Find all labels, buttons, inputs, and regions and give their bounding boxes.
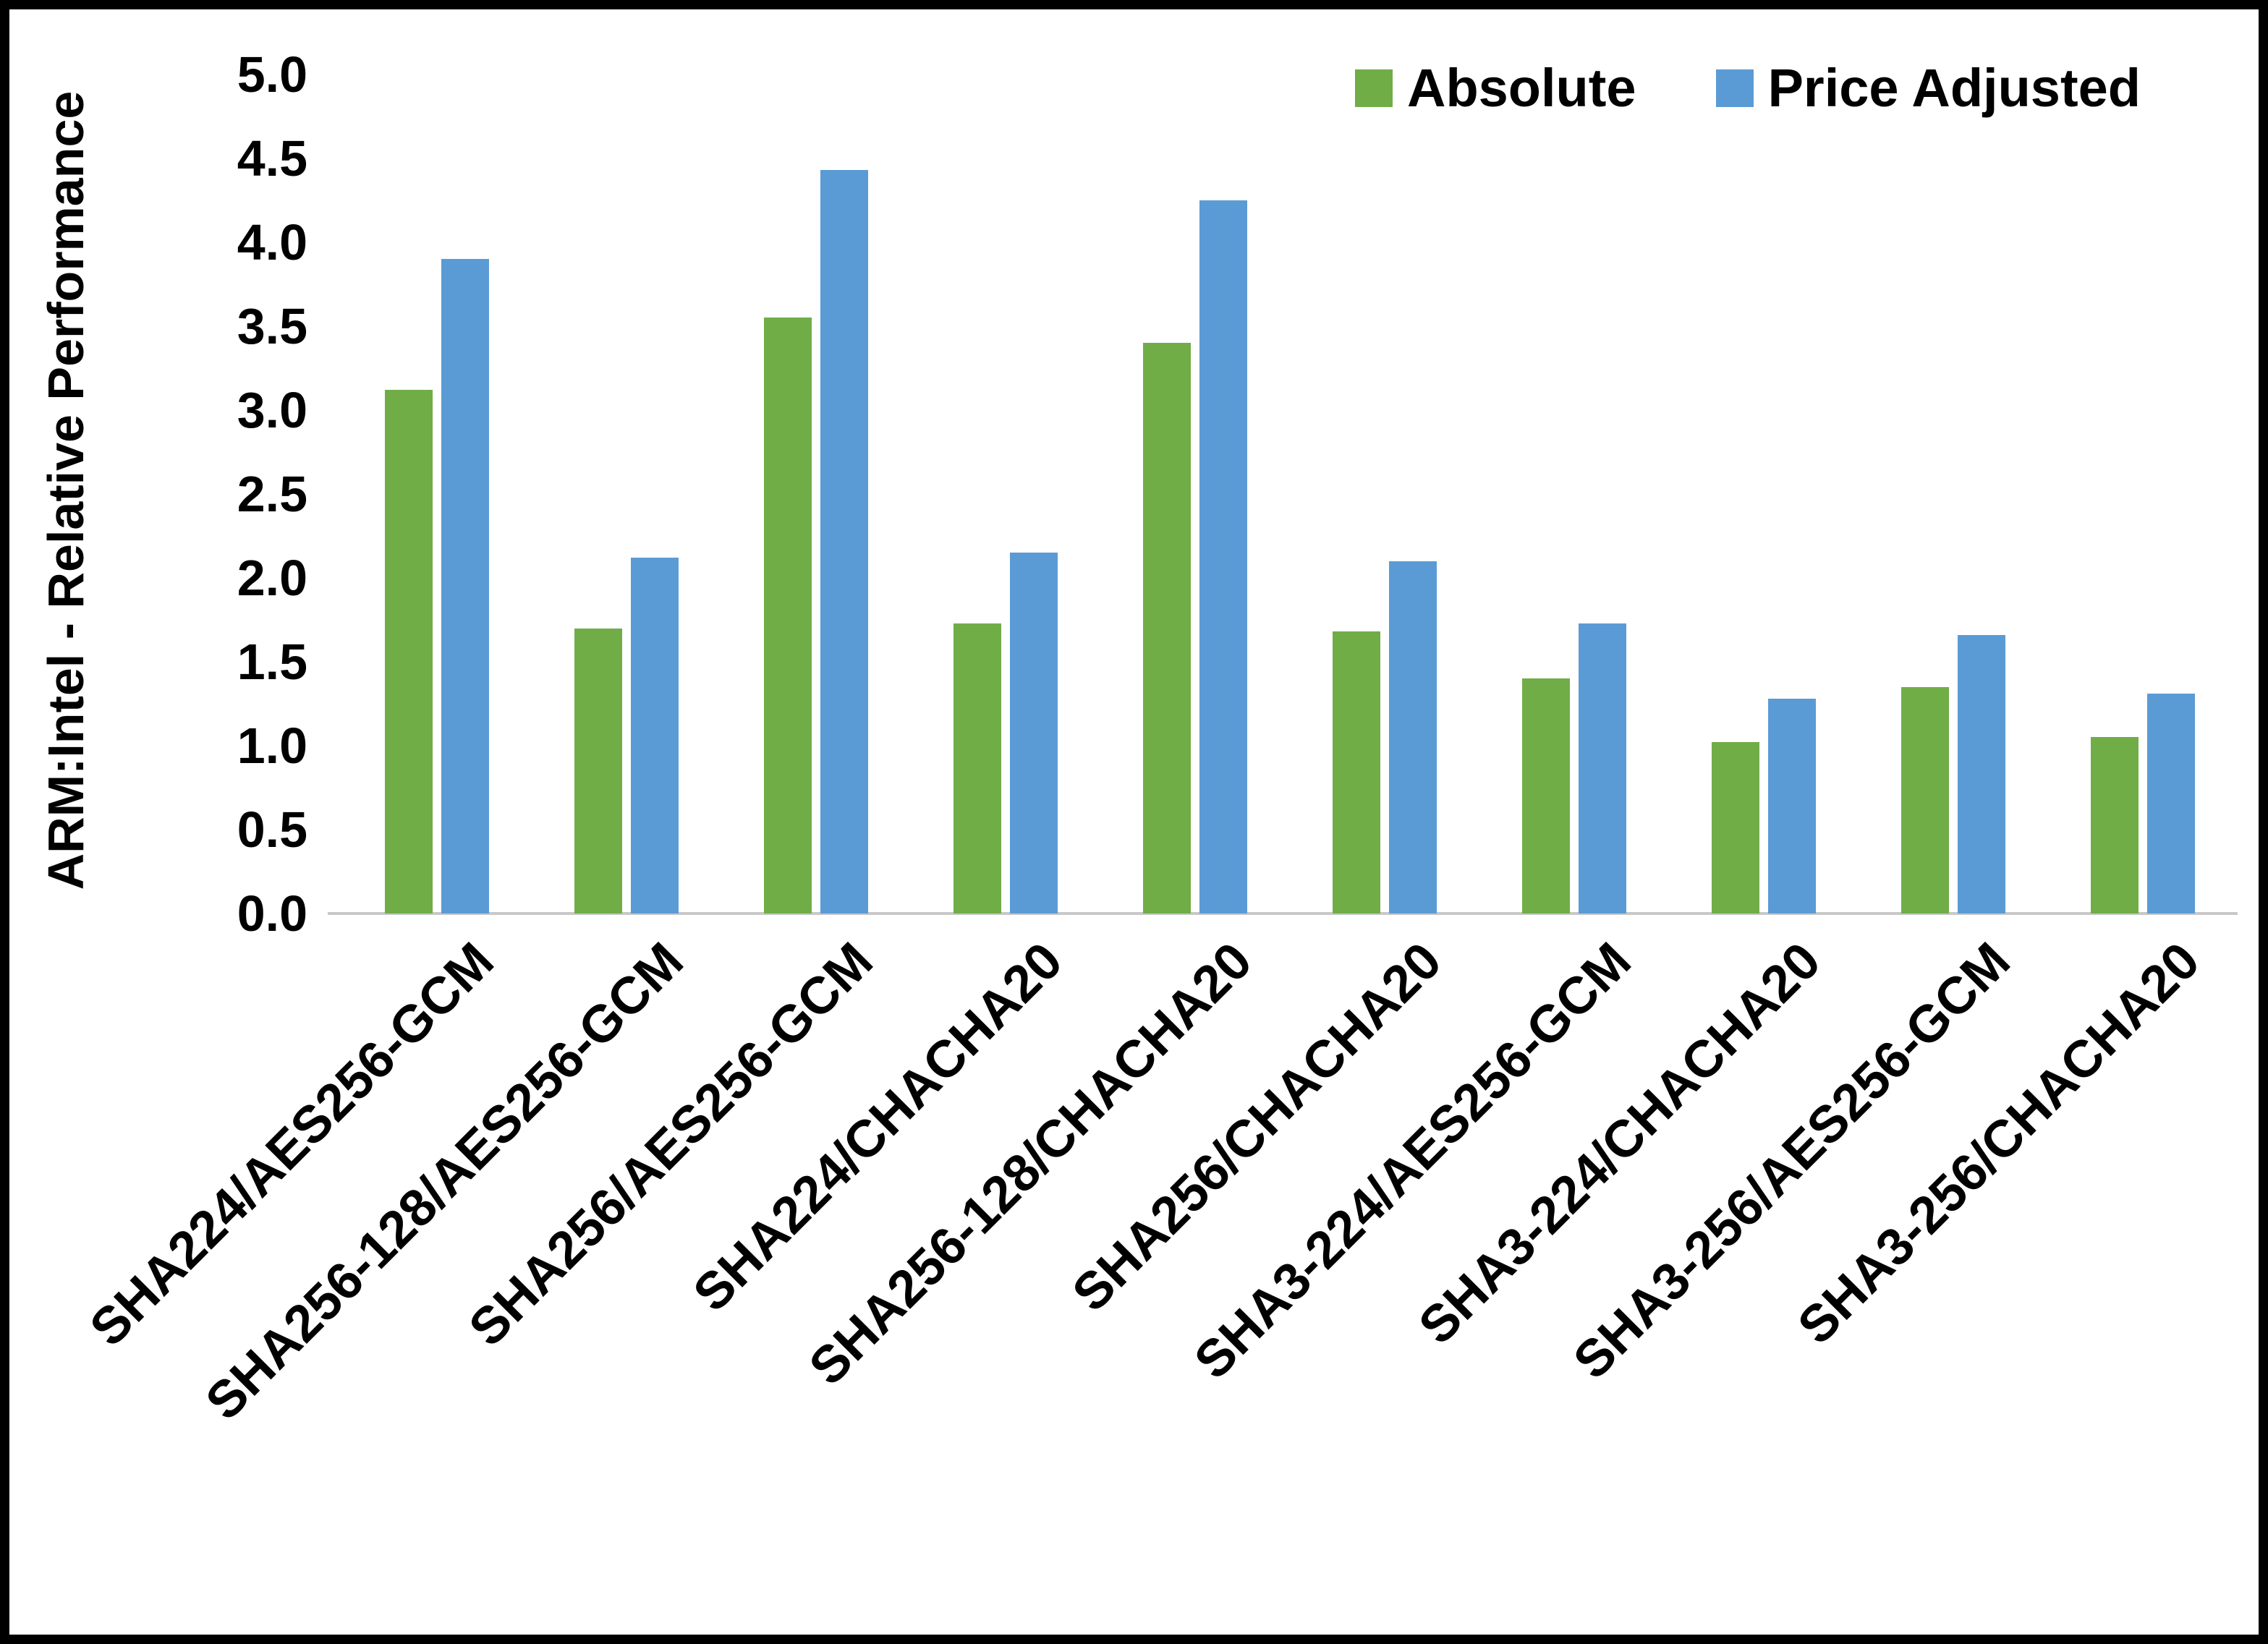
bar-price-adjusted (1579, 623, 1626, 913)
legend-label: Price Adjusted (1767, 58, 2141, 118)
legend-item: Absolute (1355, 61, 1636, 115)
x-axis-label: SHA224/CHACHA20 (682, 932, 1074, 1323)
y-tick-label: 4.0 (237, 214, 307, 271)
bar-absolute (1522, 678, 1570, 913)
bar-absolute (385, 390, 433, 913)
y-tick-label: 3.0 (237, 382, 307, 438)
y-tick-label: 0.5 (237, 801, 307, 858)
y-tick-label: 1.0 (237, 717, 307, 774)
bar-price-adjusted (820, 170, 868, 913)
plot-area (328, 74, 2238, 915)
legend-swatch-icon (1715, 69, 1754, 107)
bar-price-adjusted (441, 259, 489, 913)
bar-price-adjusted (1958, 634, 2005, 913)
y-tick-label: 4.5 (237, 130, 307, 187)
bar-absolute (574, 628, 622, 913)
legend: Absolute Price Adjusted (1355, 61, 2141, 115)
bar-absolute (2091, 737, 2139, 913)
legend-swatch-icon (1355, 69, 1393, 107)
x-axis-label: SHA256/CHACHA20 (1061, 932, 1453, 1323)
y-tick-label: 1.5 (237, 634, 307, 690)
bar-price-adjusted (631, 558, 679, 913)
x-axis-label: SHA3-224/CHACHA20 (1408, 932, 1832, 1355)
bar-price-adjusted (1199, 200, 1247, 913)
bar-absolute (1143, 343, 1191, 913)
y-axis-ticks: 0.0 0.5 1.0 1.5 2.0 2.5 3.0 3.5 4.0 4.5 5.0 (9, 9, 320, 1635)
y-tick-label: 2.5 (237, 466, 307, 522)
legend-item: Price Adjusted (1715, 58, 2141, 118)
bar-absolute (764, 318, 812, 913)
x-axis-label: SHA3-256/CHACHA20 (1787, 932, 2211, 1355)
legend-label: Absolute (1407, 58, 1636, 118)
bar-price-adjusted (1389, 561, 1437, 913)
y-tick-label: 2.0 (237, 550, 307, 606)
bar-absolute (954, 623, 1001, 913)
bar-price-adjusted (1010, 553, 1058, 913)
bar-absolute (1712, 742, 1759, 913)
bar-absolute (1333, 631, 1380, 913)
y-tick-label: 0.0 (237, 885, 307, 942)
x-axis-line (328, 912, 2238, 915)
x-axis-labels: SHA224/AES256-GCM SHA256-128/AES256-GCM SH… (79, 932, 2238, 1585)
bar-absolute (1901, 686, 1949, 913)
y-tick-label: 5.0 (237, 46, 307, 103)
bar-price-adjusted (2147, 694, 2195, 913)
bar-price-adjusted (1768, 699, 1816, 913)
y-tick-label: 3.5 (237, 298, 307, 354)
